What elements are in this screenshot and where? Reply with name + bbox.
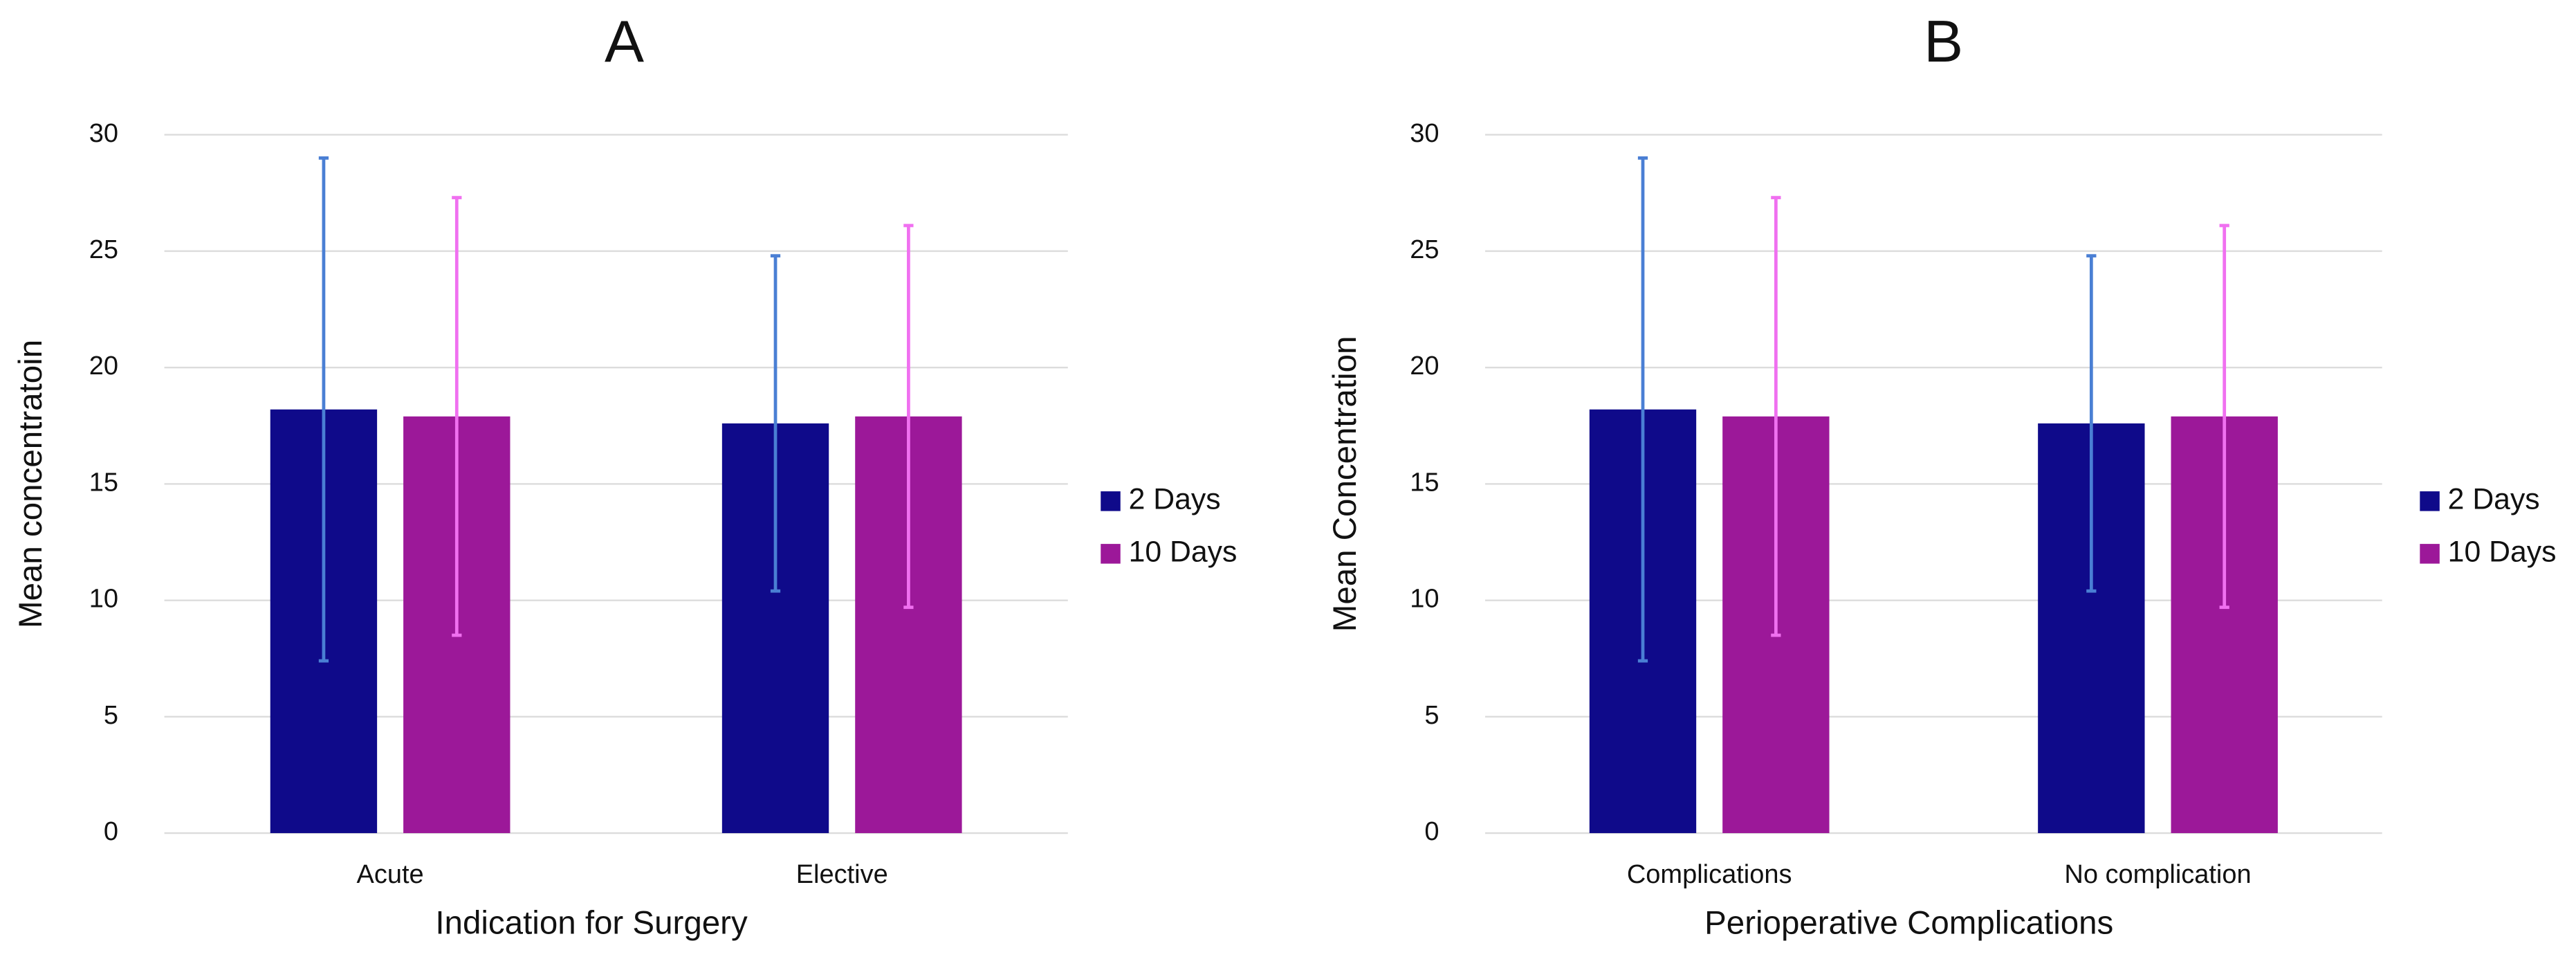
legend-swatch: [2420, 544, 2440, 564]
legend-swatch: [1101, 544, 1121, 564]
legend-swatch: [2420, 491, 2440, 511]
y-tick-label: 25: [89, 235, 118, 264]
y-tick-label: 10: [89, 585, 118, 614]
y-tick-label: 10: [1410, 585, 1439, 614]
y-tick-label: 0: [1424, 817, 1439, 846]
x-tick-label: No complication: [2064, 860, 2251, 889]
y-tick-label: 30: [1410, 119, 1439, 148]
chart-title: A: [605, 9, 644, 75]
legend-label: 2 Days: [2448, 483, 2540, 516]
legend-label: 10 Days: [1129, 536, 1238, 569]
y-axis-label: Mean Concentration: [1327, 336, 1363, 632]
y-tick-label: 0: [104, 817, 118, 846]
x-axis-label: Perioperative Complications: [1704, 905, 2113, 942]
legend-label: 10 Days: [2448, 536, 2557, 569]
x-axis-label: Indication for Surgery: [435, 905, 748, 942]
y-tick-label: 30: [89, 119, 118, 148]
y-tick-label: 5: [104, 701, 118, 730]
y-tick-label: 25: [1410, 235, 1439, 264]
y-tick-label: 15: [89, 468, 118, 497]
y-tick-label: 20: [89, 351, 118, 381]
y-tick-label: 15: [1410, 468, 1439, 497]
x-tick-label: Elective: [796, 860, 888, 889]
y-tick-label: 5: [1424, 701, 1439, 730]
y-axis-label: Mean concentratoin: [12, 340, 49, 628]
x-tick-label: Complications: [1627, 860, 1792, 889]
legend-swatch: [1101, 491, 1121, 511]
chart-title: B: [1924, 9, 1963, 75]
legend-label: 2 Days: [1129, 483, 1221, 516]
x-tick-label: Acute: [357, 860, 424, 889]
y-tick-label: 20: [1410, 351, 1439, 381]
